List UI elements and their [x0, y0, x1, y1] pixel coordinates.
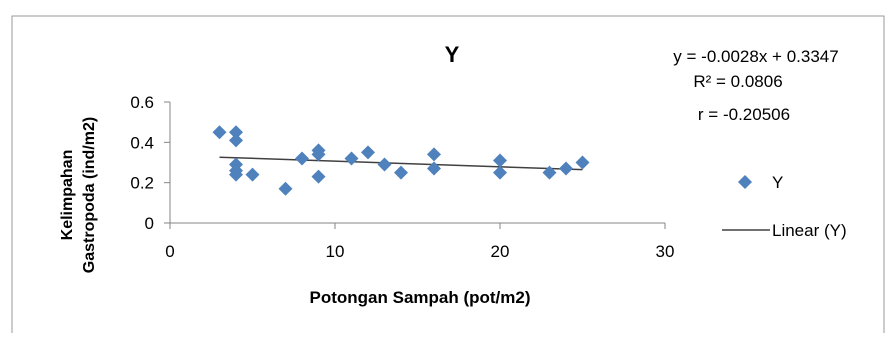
- r-annotation: r = -0.20506: [698, 105, 790, 124]
- data-point: [311, 147, 326, 162]
- y-tick-label: 0.2: [130, 174, 154, 193]
- y-tick-label: 0: [145, 214, 154, 233]
- data-point: [377, 157, 392, 172]
- data-point: [427, 147, 441, 162]
- data-point: [229, 133, 243, 148]
- y-tick-label: 0.4: [130, 133, 154, 152]
- chart-title: Y: [445, 42, 460, 67]
- y-axis-label-line1: Kelimpahan: [59, 150, 76, 241]
- data-point: [427, 161, 441, 176]
- data-point: [295, 151, 309, 166]
- y-axis-label-line2: Gastropoda (ind/m2): [81, 117, 98, 273]
- x-tick-label: 30: [656, 242, 675, 261]
- chart-border: [11, 15, 885, 338]
- data-point: [229, 125, 243, 140]
- data-point: [229, 167, 243, 182]
- legend-marker-y: [738, 175, 752, 189]
- data-point: [493, 165, 507, 180]
- trendline-group: [219, 156, 583, 171]
- legend-label-linear: Linear (Y): [772, 221, 847, 240]
- equation-annotation: y = -0.0028x + 0.3347: [673, 47, 838, 66]
- data-point: [575, 155, 590, 170]
- data-point: [542, 165, 557, 180]
- data-point: [493, 153, 507, 168]
- data-point: [344, 151, 359, 166]
- x-tick-label: 0: [165, 242, 174, 261]
- data-point: [311, 169, 326, 184]
- data-point: [278, 181, 293, 196]
- y-axis-label: Kelimpahan Gastropoda (ind/m2): [59, 117, 98, 273]
- y-tick-label: 0.6: [130, 93, 154, 112]
- data-point: [394, 165, 408, 180]
- axes: 0 0.2 0.4 0.6 0 10 20 30: [130, 93, 674, 261]
- legend-label-y: Y: [772, 173, 783, 192]
- data-points: [212, 125, 590, 196]
- data-point: [361, 145, 375, 160]
- x-tick-label: 20: [491, 242, 510, 261]
- data-point: [245, 167, 260, 182]
- trendline: [219, 156, 583, 171]
- r-squared-annotation: R² = 0.0806: [693, 72, 782, 91]
- data-point: [212, 125, 227, 140]
- legend: Y Linear (Y): [722, 173, 847, 240]
- data-point: [559, 161, 573, 176]
- x-tick-label: 10: [326, 242, 345, 261]
- x-axis-label: Potongan Sampah (pot/m2): [310, 288, 531, 307]
